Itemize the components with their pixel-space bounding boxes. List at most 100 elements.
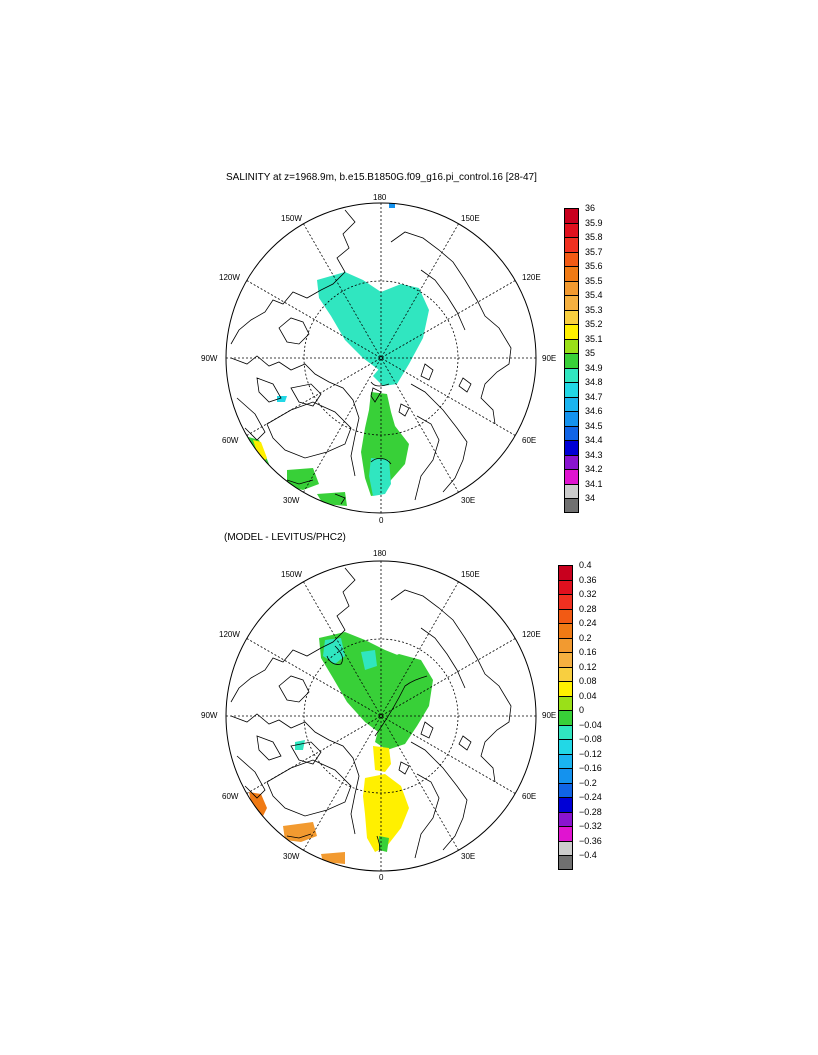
colorbar-swatch xyxy=(564,280,579,295)
colorbar-swatch xyxy=(564,425,579,440)
colorbar-swatch xyxy=(558,652,573,667)
colorbar-swatch xyxy=(558,695,573,710)
lon-label-60w: 60W xyxy=(222,436,239,445)
colorbar-swatch xyxy=(558,782,573,797)
lon-label-150e: 150E xyxy=(461,570,480,579)
colorbar-swatch xyxy=(564,222,579,237)
colorbar-tick-label: −0.16 xyxy=(579,763,602,773)
colorbar-swatch xyxy=(558,724,573,739)
lon-label-90w: 90W xyxy=(201,354,218,363)
lon-label-150w: 150W xyxy=(281,214,302,223)
colorbar-tick-label: 34.3 xyxy=(585,449,603,460)
lon-label-150w: 150W xyxy=(281,570,302,579)
colorbar-swatch xyxy=(564,411,579,426)
lon-label-30w: 30W xyxy=(283,496,300,505)
colorbar-swatch xyxy=(564,266,579,281)
colorbar-tick-label: 34.8 xyxy=(585,377,603,387)
lon-label-30w: 30W xyxy=(283,852,300,861)
colorbar-swatch xyxy=(558,594,573,609)
colorbar-swatch xyxy=(564,367,579,382)
coastlines xyxy=(230,209,512,505)
lon-label-120w: 120W xyxy=(219,273,240,282)
colorbar-tick-label: 35.2 xyxy=(585,319,603,329)
colorbar-swatch xyxy=(558,623,573,638)
colorbar-tick-label: 34.9 xyxy=(585,362,603,373)
colorbar-tick-label: 35.4 xyxy=(585,290,603,300)
panel1-title: SALINITY at z=1968.9m, b.e15.B1850G.f09_… xyxy=(226,172,537,183)
colorbar-swatch xyxy=(564,309,579,324)
colorbar-tick-label: 0.04 xyxy=(579,690,597,701)
lon-label-150e: 150E xyxy=(461,214,480,223)
colorbar-tick-label: 36 xyxy=(585,203,596,213)
graticule xyxy=(226,203,536,513)
lon-label-120w: 120W xyxy=(219,630,240,639)
lon-label-180: 180 xyxy=(373,193,387,202)
colorbar-swatch xyxy=(558,840,573,855)
colorbar-swatch xyxy=(564,440,579,455)
colorbar-swatch xyxy=(564,396,579,411)
colorbar-tick-label: −0.4 xyxy=(579,850,597,860)
lon-label-90e: 90E xyxy=(542,354,557,363)
colorbar-tick-label: 34.1 xyxy=(585,478,603,489)
coastlines xyxy=(230,567,512,859)
lon-label-0: 0 xyxy=(379,516,384,525)
lon-label-90w: 90W xyxy=(201,711,218,720)
colorbar-tick-label: 35.7 xyxy=(585,246,603,257)
colorbar-swatch xyxy=(564,382,579,397)
colorbar-swatch xyxy=(558,797,573,812)
colorbar-tick-label: −0.12 xyxy=(579,748,602,759)
lon-label-30e: 30E xyxy=(461,496,476,505)
colorbar-swatch xyxy=(558,710,573,725)
colorbar-tick-label: 34.5 xyxy=(585,420,603,431)
colorbar-frame xyxy=(558,565,573,870)
colorbar-swatch xyxy=(564,469,579,484)
colorbar-swatch xyxy=(558,681,573,696)
colorbar-tick-label: −0.36 xyxy=(579,835,602,846)
lon-label-90e: 90E xyxy=(542,711,557,720)
lon-label-180: 180 xyxy=(373,549,387,558)
colorbar-swatch xyxy=(558,579,573,594)
difference-fill-region xyxy=(249,632,433,864)
lon-label-0: 0 xyxy=(379,873,384,882)
colorbar-tick-label: −0.24 xyxy=(579,792,602,802)
colorbar-swatch xyxy=(558,826,573,841)
colorbar-tick-label: 34.2 xyxy=(585,464,603,474)
colorbar-tick-label: 34.6 xyxy=(585,406,603,416)
colorbar-tick-label: 0.24 xyxy=(579,618,597,628)
colorbar-swatch xyxy=(558,637,573,652)
panel2-title: (MODEL - LEVITUS/PHC2) xyxy=(224,532,346,543)
lon-label-30e: 30E xyxy=(461,852,476,861)
colorbar-tick-label: 35.1 xyxy=(585,333,603,344)
colorbar-tick-label: 0.28 xyxy=(579,603,597,614)
colorbar-swatch xyxy=(564,498,579,513)
graticule xyxy=(226,561,536,871)
lon-label-120e: 120E xyxy=(522,630,541,639)
colorbar-swatch xyxy=(558,666,573,681)
colorbar-tick-label: 35.8 xyxy=(585,232,603,242)
colorbar-tick-label: 34.7 xyxy=(585,391,603,402)
colorbar-tick-label: 0 xyxy=(579,705,585,715)
colorbar-tick-label: −0.28 xyxy=(579,806,602,817)
colorbar-tick-label: 35 xyxy=(585,348,596,358)
colorbar-swatch xyxy=(564,295,579,310)
panel2-polar-map xyxy=(225,560,537,872)
colorbar-swatch xyxy=(564,454,579,469)
colorbar-swatch xyxy=(564,338,579,353)
colorbar-tick-label: 0.12 xyxy=(579,661,597,672)
colorbar-tick-label: 34.4 xyxy=(585,435,603,445)
colorbar-tick-label: 0.36 xyxy=(579,574,597,585)
lon-label-60w: 60W xyxy=(222,792,239,801)
lon-label-120e: 120E xyxy=(522,273,541,282)
colorbar-swatch xyxy=(558,768,573,783)
panel1-polar-map xyxy=(225,202,537,514)
colorbar-tick-label: 0.32 xyxy=(579,589,597,599)
colorbar-tick-label: 35.3 xyxy=(585,304,603,315)
colorbar-swatch xyxy=(564,251,579,266)
colorbar-tick-label: 0.2 xyxy=(579,632,592,643)
colorbar-swatch xyxy=(564,237,579,252)
lon-label-60e: 60E xyxy=(522,792,537,801)
colorbar-swatch xyxy=(564,324,579,339)
colorbar-swatch xyxy=(558,608,573,623)
colorbar-tick-label: 0.08 xyxy=(579,676,597,686)
colorbar-tick-label: 35.6 xyxy=(585,261,603,271)
